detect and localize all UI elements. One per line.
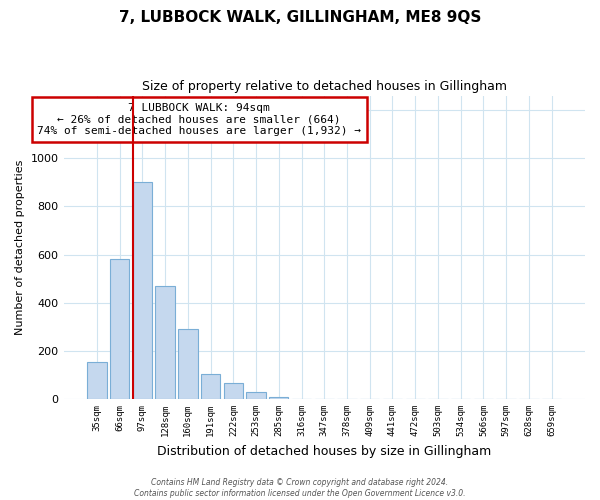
Bar [201,374,220,399]
Text: Contains HM Land Registry data © Crown copyright and database right 2024.
Contai: Contains HM Land Registry data © Crown c… [134,478,466,498]
Bar [224,384,243,399]
X-axis label: Distribution of detached houses by size in Gillingham: Distribution of detached houses by size … [157,444,491,458]
Text: 7 LUBBOCK WALK: 94sqm
← 26% of detached houses are smaller (664)
74% of semi-det: 7 LUBBOCK WALK: 94sqm ← 26% of detached … [37,103,361,136]
Bar [269,396,289,399]
Bar [110,260,130,399]
Text: 7, LUBBOCK WALK, GILLINGHAM, ME8 9QS: 7, LUBBOCK WALK, GILLINGHAM, ME8 9QS [119,10,481,25]
Y-axis label: Number of detached properties: Number of detached properties [15,160,25,335]
Bar [247,392,266,399]
Bar [87,362,107,399]
Bar [155,286,175,399]
Title: Size of property relative to detached houses in Gillingham: Size of property relative to detached ho… [142,80,507,93]
Bar [178,329,197,399]
Bar [133,182,152,399]
